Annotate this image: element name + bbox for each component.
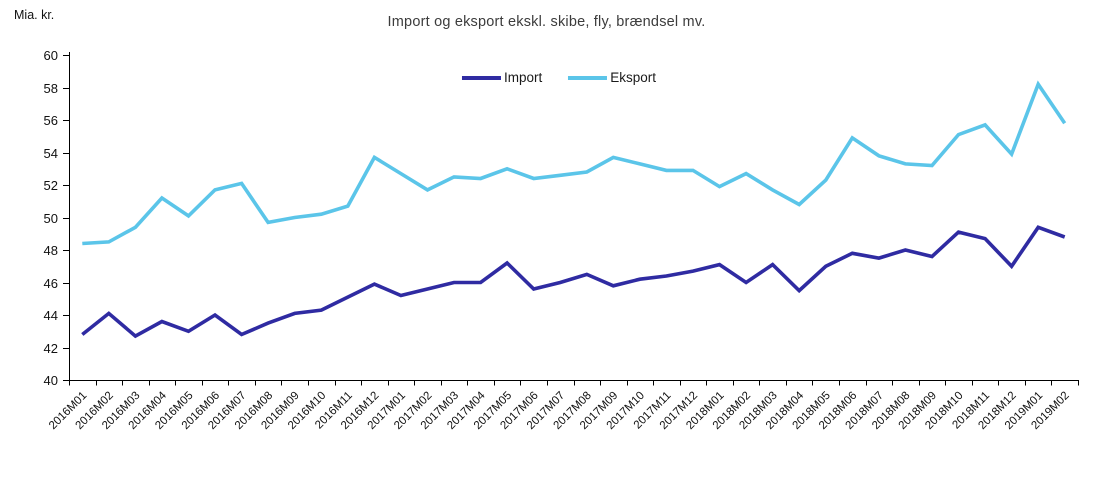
y-tick-label: 40 [44, 373, 58, 388]
chart-legend: Import Eksport [461, 70, 656, 85]
axis-lines [69, 52, 1078, 381]
legend-label-import: Import [503, 70, 543, 85]
chart-title: Import og eksport ekskl. skibe, fly, bræ… [387, 14, 706, 30]
y-tick-label: 46 [44, 276, 58, 291]
y-tick-label: 60 [44, 48, 58, 63]
series-line-import [81, 225, 1066, 339]
y-tick-label: 56 [44, 113, 58, 128]
y-tick-label: 44 [44, 308, 58, 323]
import-line-swatch [461, 75, 501, 80]
y-tick-label: 48 [44, 243, 58, 258]
y-tick-label: 52 [44, 178, 58, 193]
series-line-eksport [82, 80, 1067, 246]
eksport-line-swatch [568, 75, 608, 80]
y-tick-label: 42 [44, 341, 58, 356]
y-axis-unit-label: Mia. kr. [14, 8, 55, 22]
legend-item-import: Import [461, 70, 543, 85]
legend-item-eksport: Eksport [568, 70, 656, 85]
y-tick-label: 54 [44, 146, 58, 161]
legend-label-eksport: Eksport [610, 70, 657, 85]
y-tick-label: 58 [44, 81, 58, 96]
y-tick-label: 50 [44, 211, 58, 226]
